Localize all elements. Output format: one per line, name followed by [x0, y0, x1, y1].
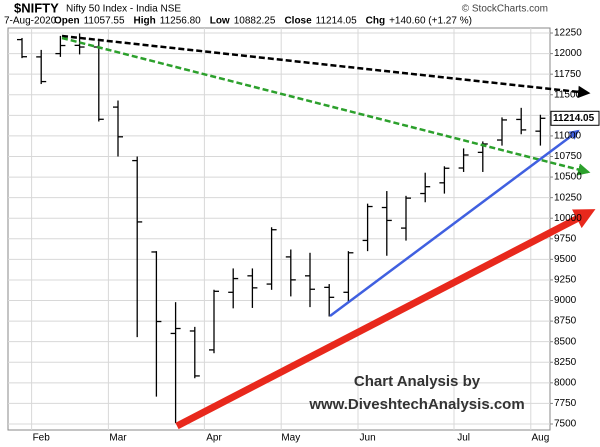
x-tick-label: Jun: [360, 433, 376, 444]
y-tick-label: 11000: [554, 131, 582, 142]
y-tick-label: 10000: [554, 213, 582, 224]
y-tick-label: 11500: [554, 89, 582, 100]
last-price-box: [550, 110, 600, 126]
y-tick-label: 8500: [554, 336, 577, 347]
annotation: www.DiveshtechAnalysis.com: [308, 396, 524, 413]
y-tick-label: 10250: [554, 192, 582, 203]
stat-value: 11214.05: [316, 16, 357, 27]
x-tick-label: Apr: [206, 433, 222, 444]
stat-label: Close: [284, 16, 312, 27]
stat-value: 10882.25: [234, 16, 276, 27]
y-tick-label: 9750: [554, 233, 577, 244]
y-tick-label: 9250: [554, 275, 577, 286]
y-tick-label: 10750: [554, 151, 582, 162]
trend-line: [61, 34, 591, 99]
trend-line: [175, 209, 596, 430]
y-tick-label: 8750: [554, 316, 577, 327]
y-tick-label: 10500: [554, 172, 582, 183]
y-tick-label: 9500: [554, 254, 577, 265]
x-tick-label: May: [281, 433, 300, 444]
y-tick-label: 12250: [554, 28, 582, 39]
x-tick-label: Mar: [109, 433, 127, 444]
stat-value: 11057.55: [84, 16, 125, 27]
credit: © StockCharts.com: [462, 4, 548, 15]
stat-value: +140.60 (+1.27 %): [389, 16, 472, 27]
stat-label: Open: [54, 16, 80, 27]
subtitle: Nifty 50 Index - India NSE: [66, 4, 181, 15]
trend-line: [61, 36, 591, 176]
y-tick-label: 12000: [554, 48, 582, 59]
y-tick-label: 11750: [554, 69, 582, 80]
annotation: Chart Analysis by: [354, 373, 481, 390]
y-tick-label: 9000: [554, 295, 577, 306]
trend-line: [329, 129, 580, 318]
date: 7-Aug-2020: [4, 16, 57, 27]
stat-label: Low: [210, 16, 230, 27]
title: $NIFTY: [14, 0, 59, 15]
last-price-label: 11214.05: [553, 113, 595, 124]
x-tick-label: Aug: [532, 433, 550, 444]
x-tick-label: Feb: [33, 433, 51, 444]
stat-label: Chg: [366, 16, 385, 27]
grid: [8, 28, 553, 430]
stat-value: 11256.80: [160, 16, 201, 27]
y-tick-label: 7750: [554, 398, 577, 409]
bars: [17, 33, 546, 424]
stat-label: High: [134, 16, 156, 27]
x-tick-label: Jul: [457, 433, 470, 444]
y-tick-label: 7500: [554, 419, 577, 430]
y-tick-label: 8250: [554, 357, 577, 368]
stats: Open 11057.55 High 11256.80 Low 10882.25 Close…: [54, 16, 472, 27]
y-tick-label: 8000: [554, 377, 577, 388]
